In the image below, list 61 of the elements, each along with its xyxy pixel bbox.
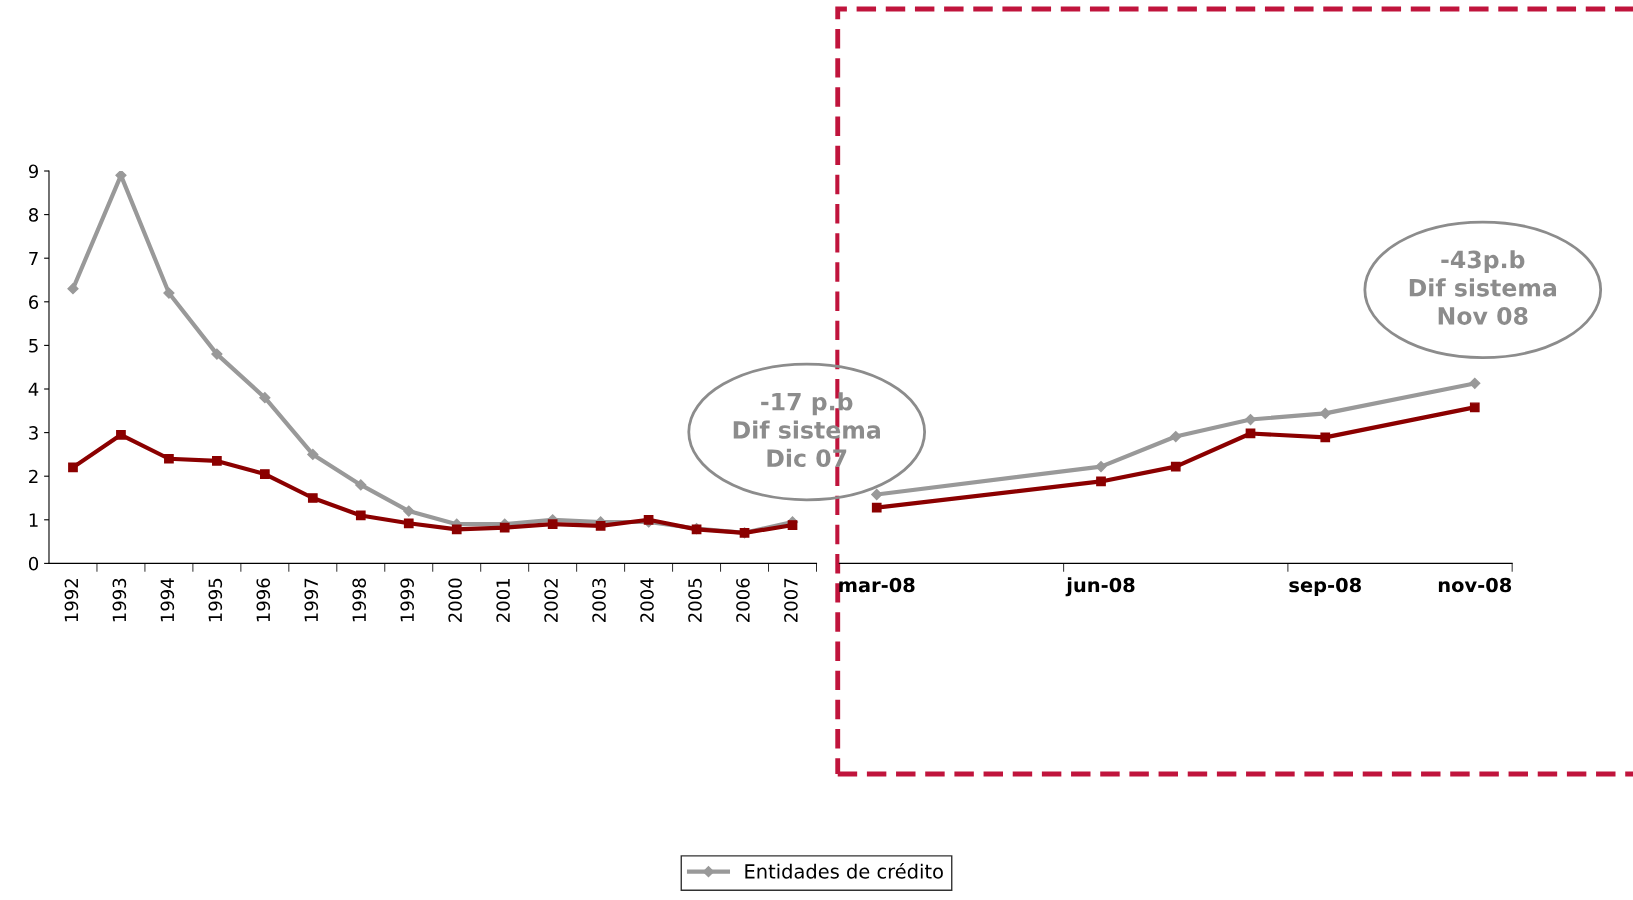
x-tick-label: 2001 xyxy=(496,578,510,622)
x-tick-label: 1999 xyxy=(400,578,414,622)
point xyxy=(307,448,319,461)
point xyxy=(1170,430,1182,443)
point xyxy=(163,287,175,299)
point xyxy=(403,518,414,529)
point xyxy=(68,462,78,473)
point xyxy=(355,479,367,491)
point xyxy=(595,521,606,531)
point xyxy=(212,456,222,466)
x-tick-label: 2006 xyxy=(736,578,750,622)
x-tick-label: 1998 xyxy=(352,578,367,622)
y-tick-label: 9 xyxy=(28,164,38,179)
x-tick-label: 2004 xyxy=(640,578,654,622)
point xyxy=(451,524,462,535)
x-tick-label: 2007 xyxy=(784,578,798,622)
point xyxy=(67,283,79,295)
x-tick-label: 2002 xyxy=(544,579,558,622)
legend-label: Entidades de crédito xyxy=(745,862,943,879)
point xyxy=(355,510,366,521)
point xyxy=(1096,476,1106,487)
point xyxy=(1170,461,1181,472)
point xyxy=(259,469,270,479)
point xyxy=(259,392,271,404)
point xyxy=(547,519,558,530)
x-tick-label: mar-08 xyxy=(839,577,915,593)
point xyxy=(307,493,318,503)
x-tick-label: jun-08 xyxy=(1065,577,1135,597)
x-tick-label: 1997 xyxy=(304,578,319,622)
x-tick-label: 1992 xyxy=(64,579,79,622)
x-tick-label: 1996 xyxy=(256,578,271,622)
x-tick-label: 1994 xyxy=(160,578,175,622)
x-tick-label: 1995 xyxy=(208,578,223,622)
x-tick-label: 2005 xyxy=(688,578,702,622)
point xyxy=(403,505,415,517)
y-tick-label: 3 xyxy=(29,426,38,440)
annotation: -17 p.b Dif sistema Dic 07 xyxy=(733,392,880,468)
y-tick-label: 6 xyxy=(29,295,39,309)
y-tick-label: 8 xyxy=(29,208,39,222)
x-tick-label: 2003 xyxy=(592,578,606,622)
point xyxy=(787,520,798,530)
y-tick-label: 4 xyxy=(28,382,39,396)
y-tick-label: 2 xyxy=(29,469,38,484)
y-tick-label: 0 xyxy=(28,556,39,571)
point xyxy=(211,348,223,360)
annotation: -43p.b Dif sistema Nov 08 xyxy=(1409,250,1557,325)
x-tick-label: 1993 xyxy=(112,578,127,622)
y-tick-label: 5 xyxy=(29,339,38,353)
point xyxy=(1469,377,1481,389)
point xyxy=(499,522,510,533)
point xyxy=(871,502,882,513)
x-tick-label: nov-08 xyxy=(1438,577,1512,593)
point xyxy=(1320,432,1331,443)
point xyxy=(116,429,126,440)
y-tick-label: 7 xyxy=(29,251,38,266)
point xyxy=(1095,461,1107,473)
y-tick-label: 1 xyxy=(29,513,38,527)
point xyxy=(164,453,174,464)
x-tick-label: sep-08 xyxy=(1289,577,1361,597)
x-tick-label: 2000 xyxy=(448,578,462,622)
point xyxy=(1469,402,1480,413)
